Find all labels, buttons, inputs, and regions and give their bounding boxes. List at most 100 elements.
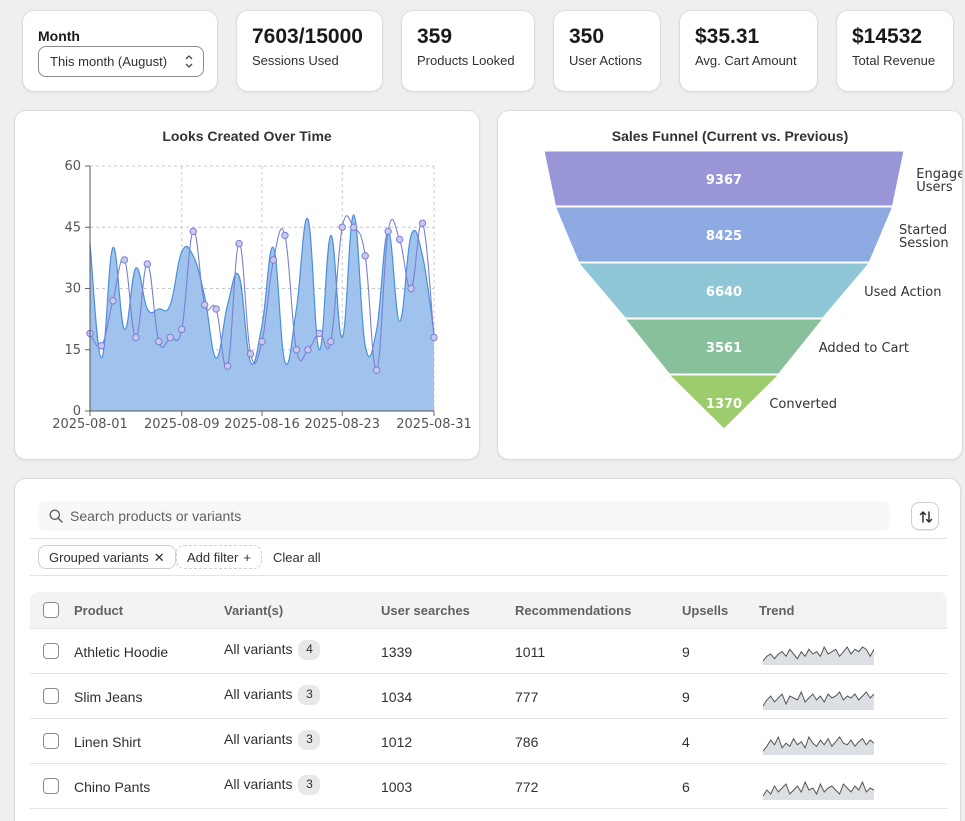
trend-sparkline <box>763 735 874 755</box>
variant-label: All variants <box>224 641 293 657</box>
series-2-point <box>223 362 232 370</box>
column-header-upsells[interactable]: Upsells <box>682 603 729 618</box>
funnel-stage-label: Added to Cart <box>819 341 909 356</box>
variant-count-badge: 3 <box>298 775 321 795</box>
variant-count-badge: 3 <box>298 730 321 750</box>
stat-card-cart: $35.31 Avg. Cart Amount <box>679 10 818 92</box>
x-tick-label: 2025-08-01 <box>52 417 128 432</box>
row-checkbox[interactable] <box>43 688 59 704</box>
series-2-point <box>97 341 106 350</box>
sparkline-area <box>763 692 874 710</box>
select-all-checkbox[interactable] <box>43 602 59 618</box>
funnel-stage-value: 6640 <box>706 285 742 300</box>
sparkline-line <box>763 735 874 752</box>
plus-icon: + <box>243 550 251 565</box>
recommendations-value: 1011 <box>515 644 546 660</box>
table-row[interactable]: Linen Shirt All variants 3 1012 786 4 <box>30 719 947 764</box>
funnel-stage-label: Engaged <box>916 167 963 182</box>
funnel-stage-label: Started <box>899 223 947 238</box>
sort-arrows-icon <box>919 511 933 523</box>
filter-chip-grouped-variants[interactable]: Grouped variants ✕ <box>38 545 176 569</box>
stat-card-products: 359 Products Looked <box>401 10 535 92</box>
column-header-recommendations[interactable]: Recommendations <box>515 603 632 618</box>
sparkline-area <box>763 647 874 665</box>
search-input[interactable] <box>70 501 870 531</box>
select-chevron-icon <box>185 55 193 68</box>
stat-value: 7603/15000 <box>252 25 363 48</box>
row-checkbox[interactable] <box>43 778 59 794</box>
series-2-point <box>350 223 358 231</box>
stat-card-actions: 350 User Actions <box>553 10 661 92</box>
series-2-point <box>120 256 129 264</box>
series-2-point <box>143 260 152 268</box>
series-2-point <box>395 235 404 244</box>
series-2-point <box>327 337 335 346</box>
variant-cell: All variants 3 <box>224 685 321 706</box>
y-tick-label: 60 <box>64 159 81 174</box>
add-filter-label: Add filter <box>187 550 239 565</box>
funnel-stage-label: Used Action <box>864 285 941 300</box>
user-searches-value: 1339 <box>381 644 413 660</box>
recommendations-value: 777 <box>515 689 539 705</box>
series-2-point <box>189 227 197 236</box>
series-1-line <box>89 214 435 365</box>
y-tick-label: 0 <box>73 404 81 419</box>
variant-count-badge: 3 <box>298 685 321 705</box>
column-header-user-searches[interactable]: User searches <box>381 603 470 618</box>
series-2-point <box>258 337 266 346</box>
series-2-point <box>132 333 140 342</box>
upsells-value: 4 <box>682 734 690 750</box>
trend-sparkline <box>763 780 874 800</box>
recommendations-value: 772 <box>515 779 539 795</box>
products-table-card: Grouped variants✕ Add filter+ Clear all … <box>14 478 961 821</box>
stat-card-sessions: 7603/15000 Sessions Used <box>236 10 383 92</box>
chip-label: Grouped variants <box>49 550 149 565</box>
row-checkbox[interactable] <box>43 643 59 659</box>
search-icon <box>49 509 63 523</box>
series-2-point <box>166 333 174 342</box>
search-divider <box>30 538 947 539</box>
add-filter-button[interactable]: Add filter + <box>176 545 262 569</box>
sparkline-area <box>763 737 874 755</box>
month-select[interactable]: This month (August) <box>38 46 204 77</box>
product-name: Linen Shirt <box>74 734 141 750</box>
series-2-point <box>361 252 369 260</box>
variant-label: All variants <box>224 686 293 702</box>
column-header-trend[interactable]: Trend <box>759 603 795 618</box>
sort-button[interactable] <box>911 502 939 530</box>
upsells-value: 9 <box>682 644 690 660</box>
y-tick-label: 30 <box>64 282 81 297</box>
series-2-point <box>281 231 289 240</box>
stat-label: Sessions Used <box>252 53 339 68</box>
user-searches-value: 1003 <box>381 779 413 795</box>
table-row[interactable]: Athletic Hoodie All variants 4 1339 1011 … <box>30 629 947 674</box>
column-header-variants[interactable]: Variant(s) <box>224 603 284 618</box>
month-filter-title: Month <box>38 28 80 44</box>
funnel-stage <box>577 262 871 319</box>
x-tick-label: 2025-08-09 <box>144 417 220 432</box>
column-header-product[interactable]: Product <box>74 603 124 618</box>
clear-all-button[interactable]: Clear all <box>273 550 321 565</box>
funnel-chart-title: Sales Funnel (Current vs. Previous) <box>611 128 849 144</box>
user-searches-value: 1012 <box>381 734 413 750</box>
series-2-point <box>109 297 117 305</box>
variant-label: All variants <box>224 776 293 792</box>
search-bar <box>38 501 890 531</box>
sparkline-line <box>763 645 874 662</box>
looks-area-chart: 0 15 30 45 60 2025-08-01 2025-08-09 2025-08-16 2… <box>52 159 472 432</box>
funnel-stage-value: 3561 <box>706 341 742 356</box>
funnel-chart-card: Sales Funnel (Current vs. Previous) 9367… <box>497 110 963 460</box>
table-row[interactable]: Chino Pants All variants 3 1003 772 6 <box>30 764 947 809</box>
user-searches-value: 1034 <box>381 689 413 705</box>
remove-chip-icon[interactable]: ✕ <box>153 550 165 565</box>
funnel-stage-value: 9367 <box>706 173 742 188</box>
product-name: Slim Jeans <box>74 689 143 705</box>
variant-cell: All variants 3 <box>224 775 321 796</box>
table-row[interactable]: Slim Jeans All variants 3 1034 777 9 <box>30 674 947 719</box>
series-2-point <box>418 219 427 227</box>
row-checkbox[interactable] <box>43 733 59 749</box>
series-2-point <box>384 227 392 236</box>
looks-chart-title: Looks Created Over Time <box>162 128 332 144</box>
funnel-stage <box>543 150 905 207</box>
